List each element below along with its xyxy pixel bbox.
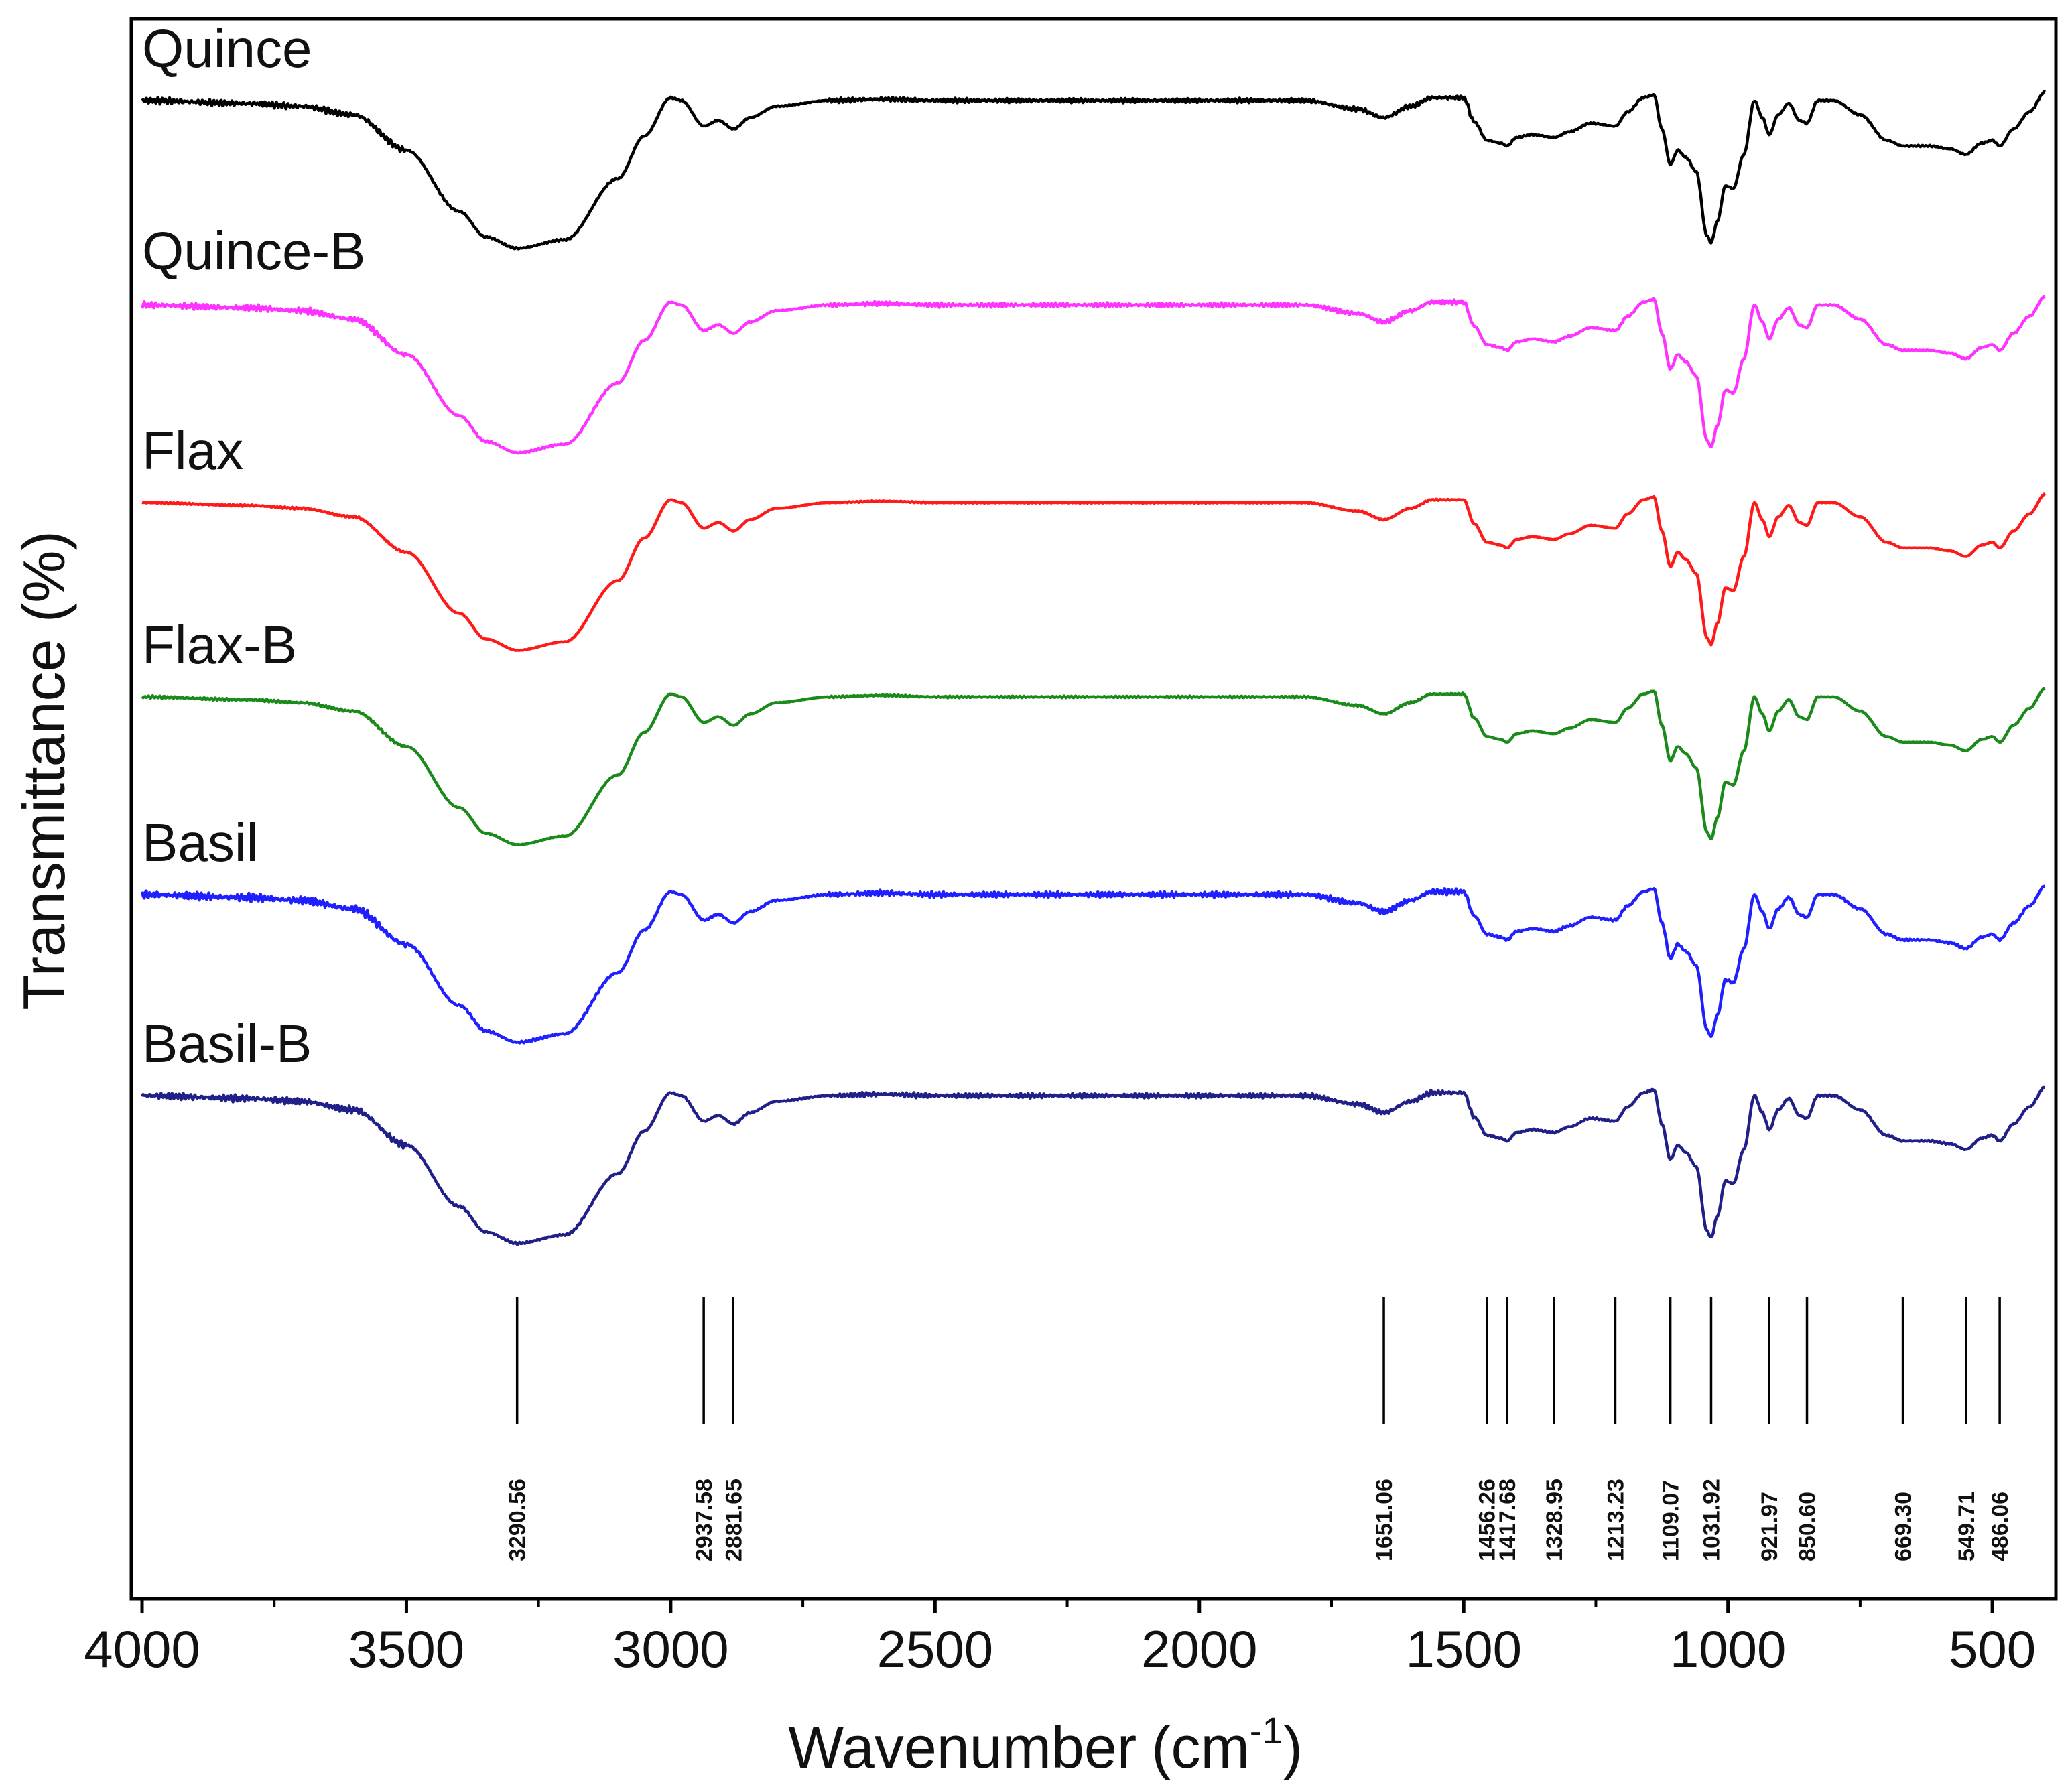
series-layer: Quince Quince-B Flax Flax-B Basil Basil-B	[140, 19, 2047, 1246]
peak-label: 2881.65	[721, 1479, 747, 1561]
peak-label: 549.71	[1954, 1492, 1980, 1561]
peak-label: 1328.95	[1542, 1479, 1567, 1561]
peak-label: 486.06	[1988, 1492, 2013, 1561]
series-label-flax-b: Flax-B	[142, 615, 297, 675]
series-line-quince-b	[140, 295, 2046, 455]
x-tick-label: 500	[1949, 1619, 2036, 1678]
x-tick-label: 2500	[877, 1619, 994, 1678]
series-line-flax	[141, 492, 2046, 652]
peak-label: 1456.26	[1475, 1479, 1500, 1561]
peak-label: 3290.56	[505, 1479, 531, 1561]
x-tick-label: 1500	[1405, 1619, 1522, 1678]
series-label-quince: Quince	[142, 19, 312, 78]
x-axis-title-main: Wavenumber	[788, 1714, 1137, 1780]
peak-label: 1109.07	[1659, 1480, 1684, 1561]
peak-markers: 3290.56 2937.58 2881.65 1651.06 1456.261417.…	[505, 1297, 2013, 1561]
series-label-quince-b: Quince-B	[142, 221, 365, 281]
peak-label: 1417.68	[1495, 1479, 1520, 1561]
peak-label: 1031.92	[1699, 1479, 1725, 1561]
series-line-flax-b	[141, 687, 2046, 846]
y-axis-title: Transmittance (%)	[11, 531, 77, 1010]
peak-label: 1651.06	[1372, 1479, 1397, 1561]
peak-label: 1213.23	[1604, 1479, 1629, 1561]
series-line-basil-b	[141, 1085, 2046, 1246]
x-axis-title-close: )	[1283, 1714, 1303, 1780]
x-axis-title-unit: (cm	[1151, 1714, 1250, 1780]
series-label-flax: Flax	[142, 421, 243, 480]
plot-frame	[129, 17, 2058, 1601]
peak-label: 921.97	[1757, 1492, 1783, 1561]
peak-label: 669.30	[1891, 1492, 1917, 1561]
peak-label: 2937.58	[692, 1479, 717, 1561]
peak-label: 850.60	[1795, 1492, 1821, 1561]
series-label-basil-b: Basil-B	[142, 1014, 312, 1073]
series-line-basil	[140, 884, 2046, 1045]
series-label-basil: Basil	[142, 813, 258, 872]
series-line-quince	[141, 90, 2047, 251]
x-tick-label: 4000	[84, 1619, 200, 1678]
x-axis: 4000 3500 3000 2500 2000 1500 1000 500	[84, 1599, 2036, 1678]
x-tick-label: 2000	[1141, 1619, 1258, 1678]
x-axis-title: Wavenumber (cm-1)	[788, 1709, 1303, 1780]
x-tick-label: 3000	[612, 1619, 729, 1678]
x-axis-title-exp: -1	[1250, 1709, 1283, 1751]
x-tick-label: 1000	[1670, 1619, 1787, 1678]
x-tick-label: 3500	[348, 1619, 465, 1678]
